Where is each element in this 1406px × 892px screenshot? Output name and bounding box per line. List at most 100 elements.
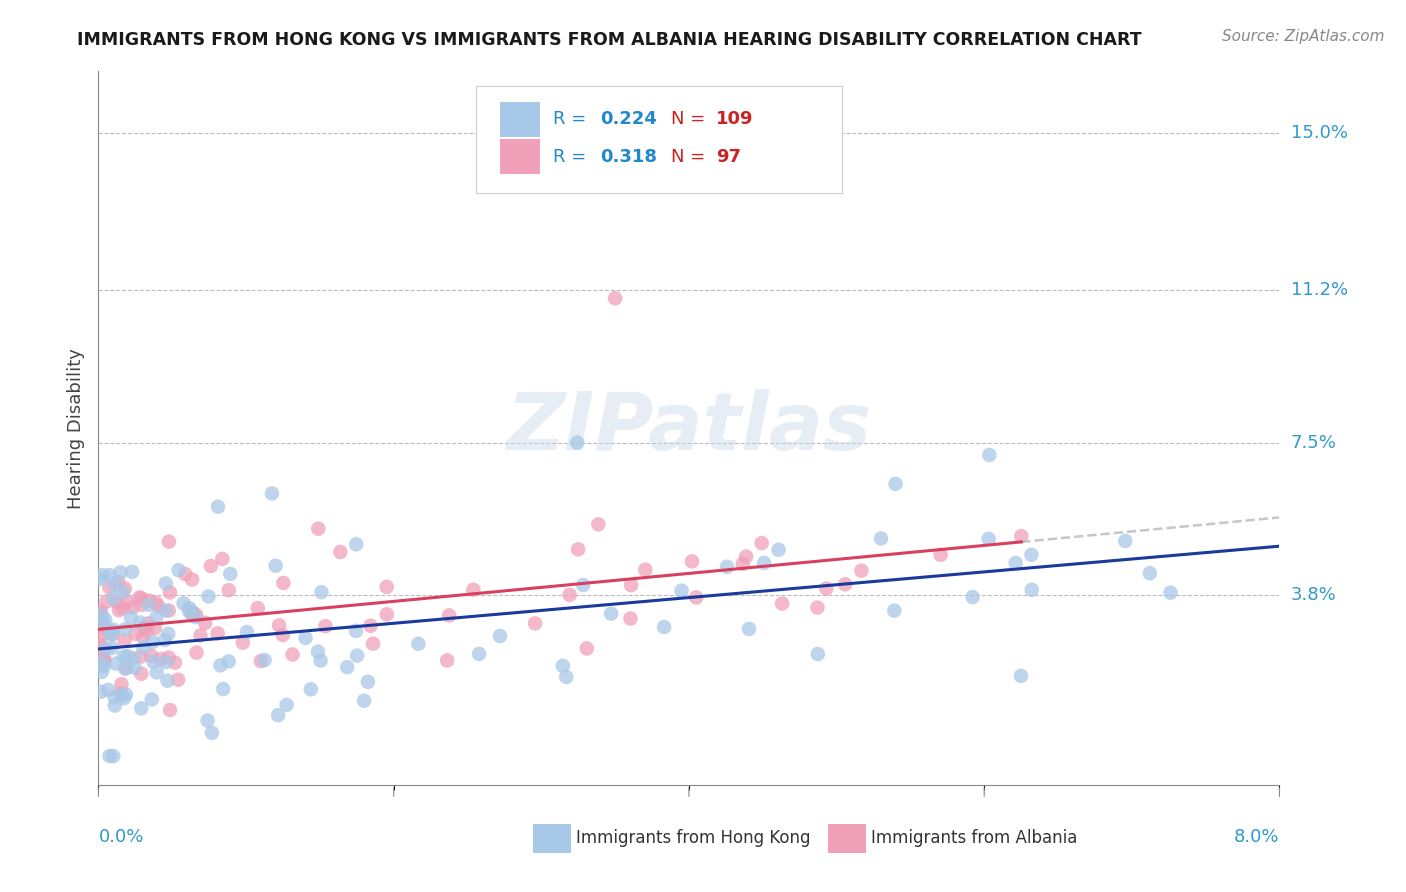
- Point: [329, 545, 352, 559]
- Point: [735, 549, 758, 564]
- Point: [136, 616, 159, 631]
- Point: [307, 522, 329, 536]
- Point: [671, 583, 693, 598]
- Point: [93, 641, 115, 656]
- Point: [93, 615, 115, 630]
- Point: [375, 580, 398, 594]
- Point: [103, 623, 125, 637]
- Point: [131, 598, 153, 612]
- Point: [103, 591, 125, 606]
- Point: [209, 658, 232, 673]
- Point: [1139, 566, 1161, 581]
- Point: [115, 594, 138, 608]
- Point: [131, 666, 153, 681]
- Point: [212, 681, 235, 696]
- Point: [1114, 533, 1136, 548]
- Point: [806, 600, 828, 615]
- Text: 0.0%: 0.0%: [98, 828, 143, 846]
- FancyBboxPatch shape: [501, 139, 540, 174]
- Point: [138, 593, 160, 607]
- Point: [979, 448, 1001, 462]
- Point: [236, 624, 259, 639]
- Point: [361, 637, 384, 651]
- Point: [605, 291, 627, 305]
- Point: [883, 604, 905, 618]
- Point: [115, 688, 138, 702]
- Point: [194, 615, 217, 630]
- Point: [157, 534, 180, 549]
- Text: Immigrants from Hong Kong: Immigrants from Hong Kong: [575, 830, 810, 847]
- Point: [110, 686, 132, 700]
- Point: [155, 604, 177, 618]
- Point: [103, 690, 125, 704]
- Point: [157, 603, 180, 617]
- Point: [105, 657, 128, 671]
- Point: [572, 578, 595, 592]
- Point: [93, 652, 115, 666]
- Point: [232, 635, 254, 649]
- Point: [167, 563, 190, 577]
- Point: [1004, 556, 1026, 570]
- Point: [197, 590, 219, 604]
- Point: [181, 607, 204, 622]
- Point: [1010, 529, 1032, 543]
- Point: [197, 714, 219, 728]
- Point: [211, 552, 233, 566]
- Point: [96, 624, 118, 638]
- Point: [100, 627, 122, 641]
- Point: [89, 572, 111, 586]
- Point: [124, 626, 146, 640]
- Point: [97, 682, 120, 697]
- Point: [294, 631, 316, 645]
- Point: [190, 628, 212, 642]
- Point: [155, 576, 177, 591]
- Point: [207, 500, 229, 514]
- Point: [124, 661, 146, 675]
- Point: [246, 601, 269, 615]
- Point: [101, 627, 124, 641]
- Point: [218, 583, 240, 598]
- Point: [264, 558, 287, 573]
- Point: [186, 608, 208, 623]
- Point: [101, 640, 124, 655]
- Point: [93, 654, 115, 668]
- Point: [253, 653, 276, 667]
- Point: [103, 749, 125, 764]
- Point: [115, 661, 138, 675]
- Point: [111, 601, 134, 615]
- Point: [131, 591, 153, 606]
- Point: [117, 648, 139, 663]
- Point: [219, 566, 242, 581]
- Text: 3.8%: 3.8%: [1291, 586, 1336, 604]
- Point: [752, 556, 775, 570]
- Y-axis label: Hearing Disability: Hearing Disability: [66, 348, 84, 508]
- Text: N =: N =: [671, 111, 711, 128]
- Point: [600, 607, 623, 621]
- Point: [89, 607, 111, 621]
- Point: [114, 582, 136, 596]
- Text: R =: R =: [553, 111, 592, 128]
- Point: [634, 563, 657, 577]
- Point: [468, 647, 491, 661]
- Text: ZIPatlas: ZIPatlas: [506, 389, 872, 467]
- Point: [567, 542, 589, 557]
- Text: 97: 97: [716, 148, 741, 166]
- FancyBboxPatch shape: [533, 824, 571, 853]
- Point: [157, 650, 180, 665]
- Point: [153, 633, 176, 648]
- Point: [89, 656, 111, 670]
- Point: [201, 726, 224, 740]
- Point: [344, 624, 367, 638]
- Point: [90, 638, 112, 652]
- Text: 109: 109: [716, 111, 754, 128]
- Point: [114, 622, 136, 636]
- Point: [93, 659, 115, 673]
- Point: [134, 620, 156, 634]
- Point: [155, 655, 177, 669]
- Point: [186, 646, 208, 660]
- Point: [619, 611, 641, 625]
- Point: [94, 613, 117, 627]
- Point: [105, 595, 128, 609]
- Point: [1010, 669, 1032, 683]
- Point: [271, 628, 294, 642]
